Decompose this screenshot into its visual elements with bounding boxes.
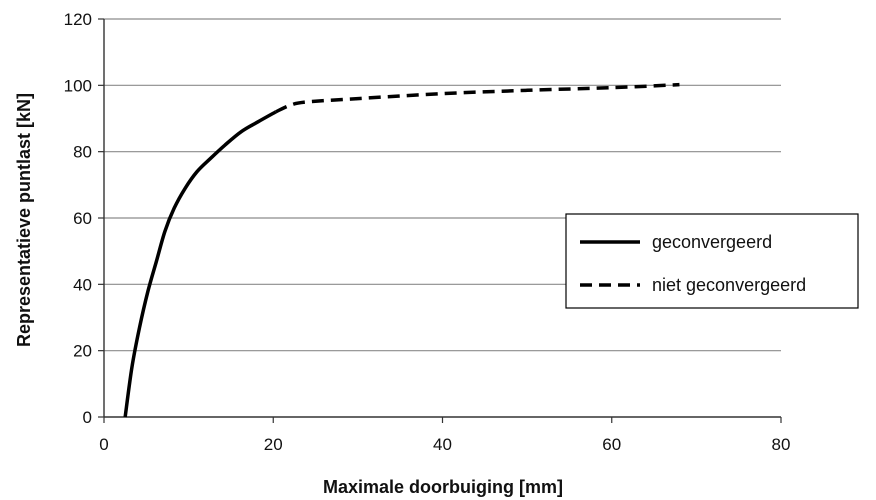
x-axis-title: Maximale doorbuiging [mm] (323, 477, 563, 497)
y-axis-title: Representatieve puntlast [kN] (14, 93, 34, 347)
x-tick-label: 20 (264, 435, 283, 454)
legend-label-geconvergeerd: geconvergeerd (652, 232, 772, 252)
x-tick-labels: 0 20 40 60 80 (99, 435, 790, 454)
series-line-niet-geconvergeerd (275, 82, 680, 114)
x-tick-label: 60 (602, 435, 621, 454)
y-tick-labels: 0 20 40 60 80 100 120 (64, 10, 92, 427)
series-line-geconvergeerd (123, 110, 277, 418)
x-tick-label: 80 (772, 435, 791, 454)
y-tick-label: 40 (73, 275, 92, 294)
x-tick-label: 0 (99, 435, 108, 454)
y-tick-label: 120 (64, 10, 92, 29)
y-tick-label: 100 (64, 76, 92, 95)
legend-label-niet-geconvergeerd: niet geconvergeerd (652, 275, 806, 295)
y-tick-label: 80 (73, 143, 92, 162)
legend-box (565, 213, 859, 309)
series-lines (123, 82, 680, 418)
x-tick-label: 40 (433, 435, 452, 454)
axes (98, 18, 782, 423)
y-tick-label: 20 (73, 342, 92, 361)
y-tick-label: 60 (73, 209, 92, 228)
legend: geconvergeerd niet geconvergeerd (565, 213, 859, 309)
y-tick-label: 0 (83, 408, 92, 427)
